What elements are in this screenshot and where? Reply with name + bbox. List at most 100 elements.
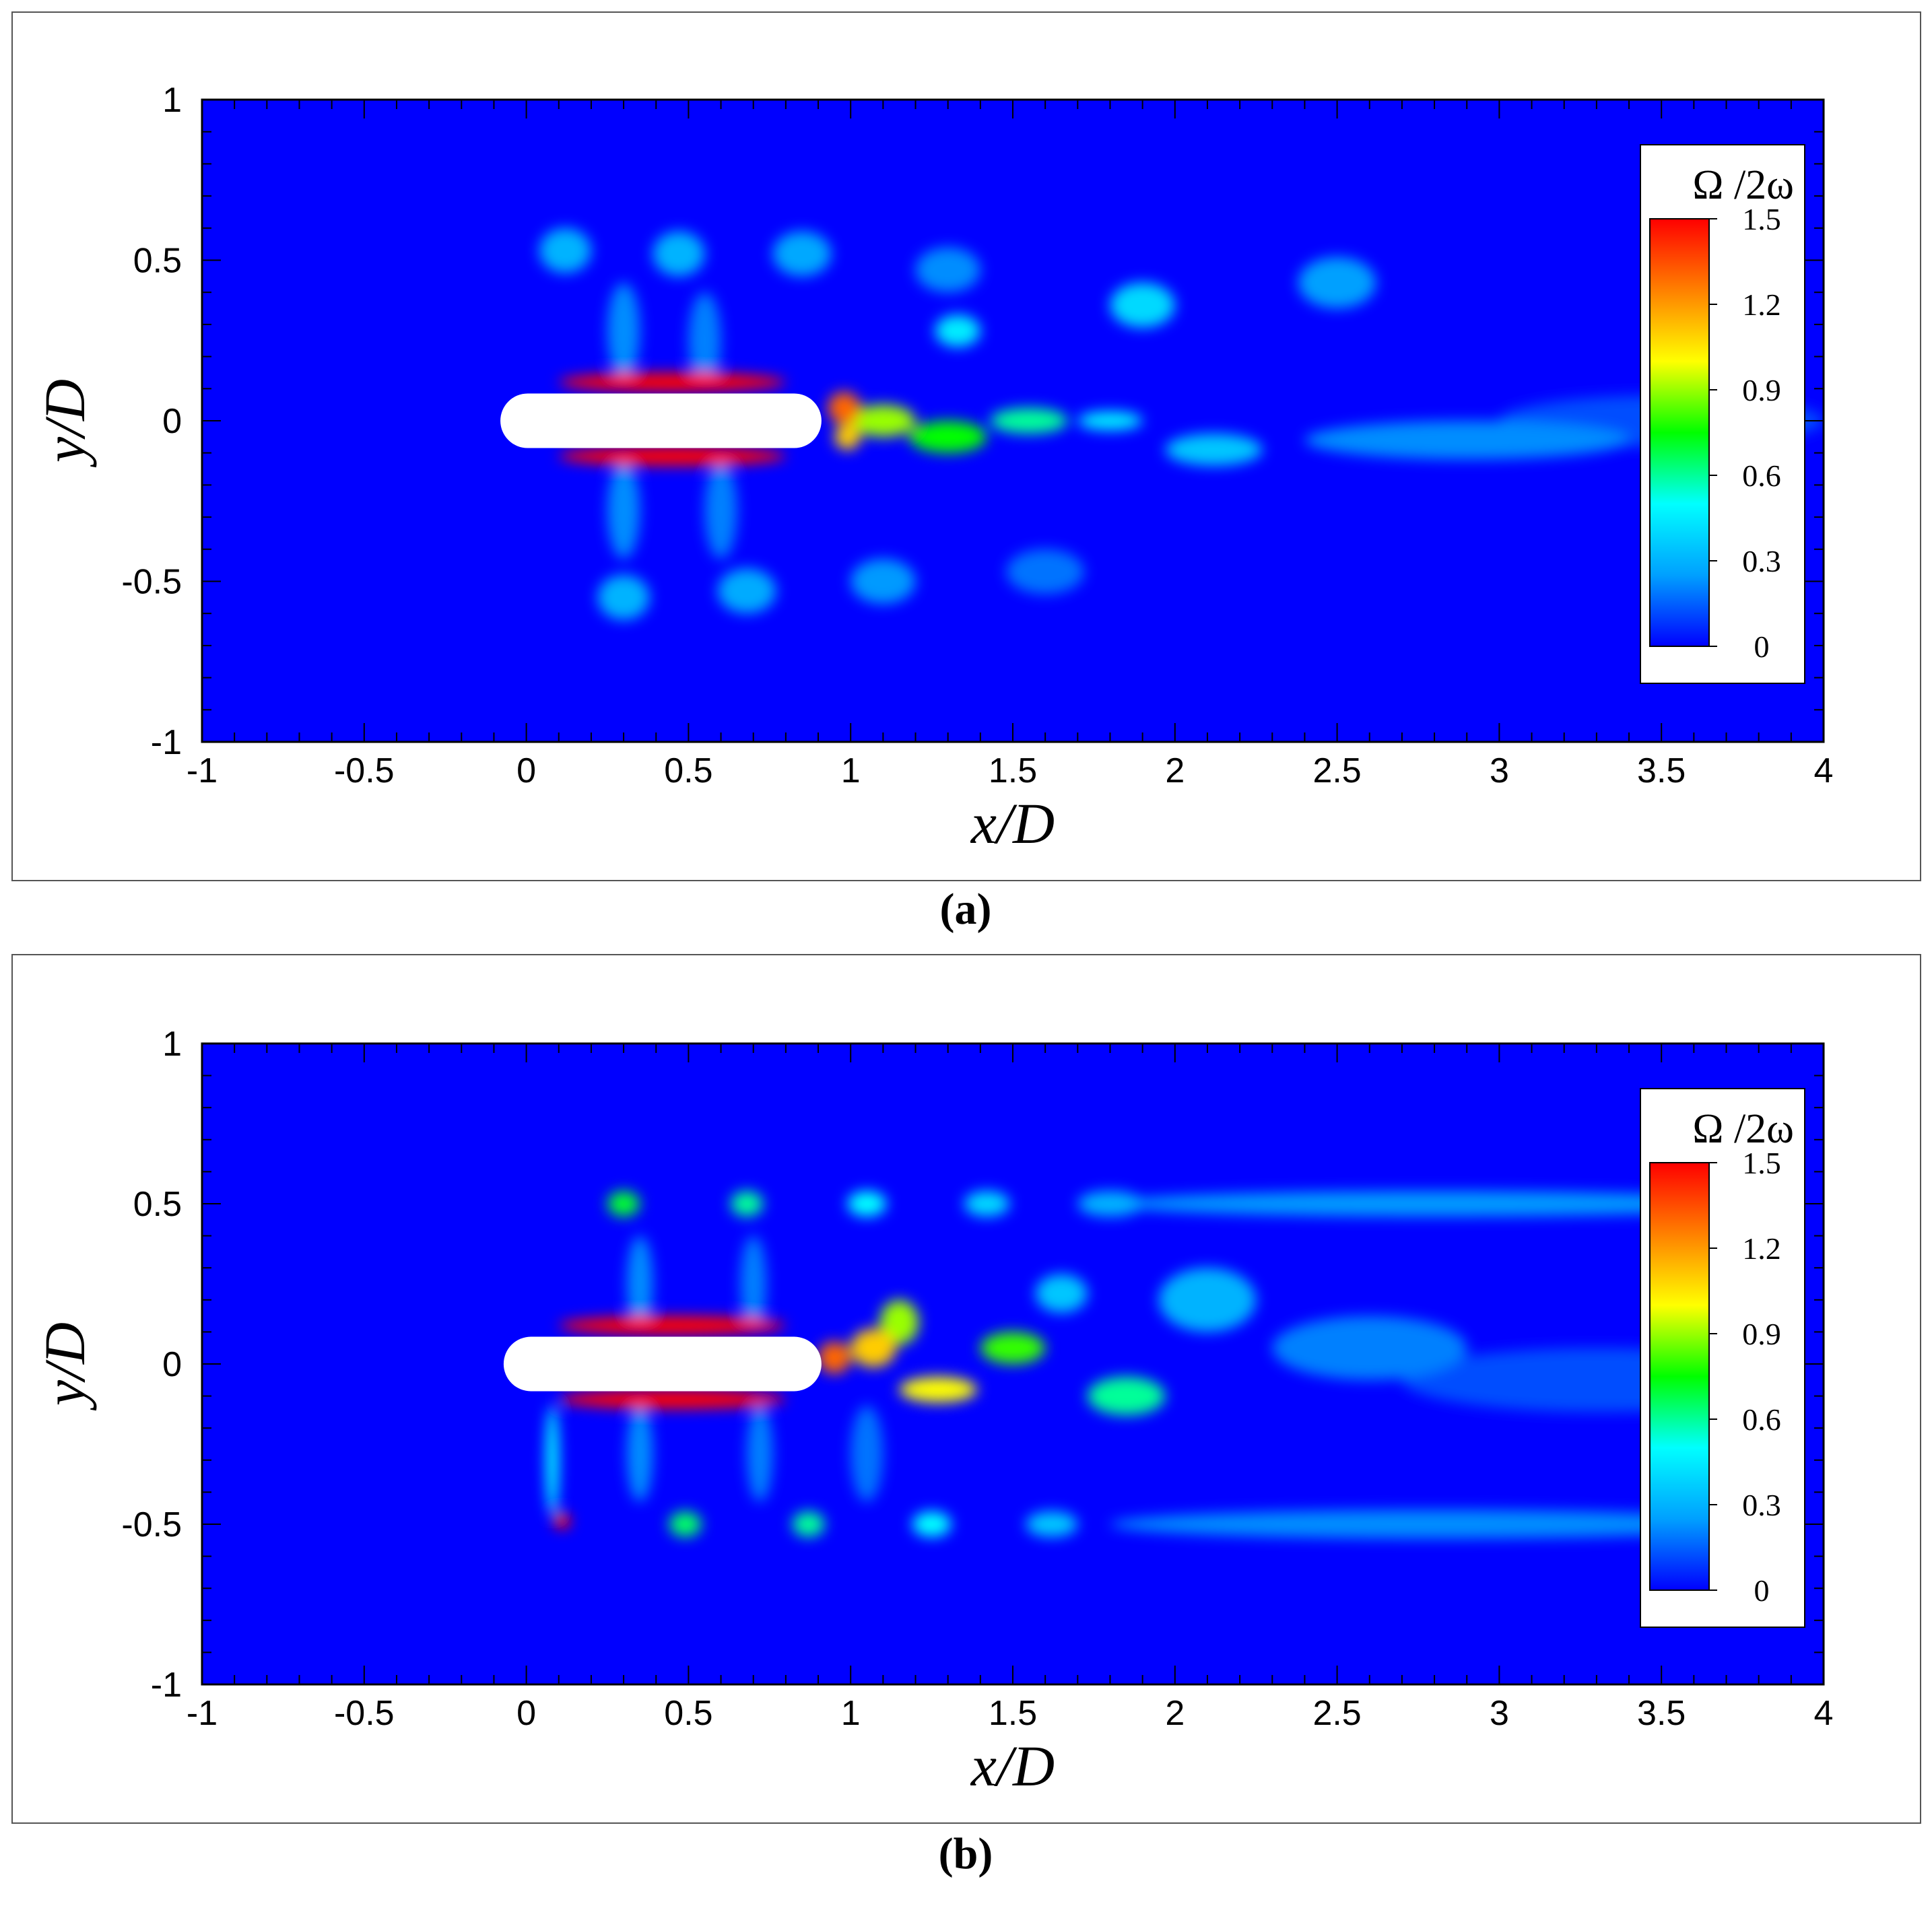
y-tick-label: 1 [162,81,182,120]
x-tick-label: 1.5 [989,1694,1037,1733]
vortex-feature [1110,282,1175,328]
vortex-feature [1077,1190,1143,1217]
x-tick-label: -1 [187,751,218,790]
vortex-feature [847,1190,887,1217]
colorbar-title: Ω /2ω [1692,162,1794,208]
panel-caption: (a) [940,885,992,934]
vortex-feature [607,282,640,379]
x-tick-label: 2 [1165,1694,1185,1733]
x-tick-label: 3 [1490,1694,1509,1733]
vortex-feature [626,1405,653,1502]
vortex-feature [818,1341,851,1374]
x-tick-label: 3.5 [1637,751,1686,790]
colorbar-tick-label: 1.5 [1742,1146,1781,1180]
vortex-feature [607,1190,640,1217]
x-tick-label: 0.5 [664,751,712,790]
vortex-feature [1035,1274,1088,1313]
x-tick-label: 4 [1814,1694,1834,1733]
vortex-feature [990,407,1068,434]
vortex-feature [1272,1315,1467,1380]
vortex-feature [740,1235,766,1332]
x-tick-label: 0.5 [664,1694,712,1733]
vortex-feature [1165,434,1263,466]
vortex-feature [704,463,737,559]
vortex-feature [717,568,776,614]
colorbar-tick-label: 1.5 [1742,202,1781,236]
colorbar-tick-label: 0.6 [1742,1402,1781,1437]
vortex-feature [1110,1509,1759,1539]
colorbar-tick-label: 0.3 [1742,1488,1781,1522]
vortex-feature [851,1405,884,1502]
x-tick-label: 2.5 [1312,1694,1361,1733]
panel-frame [11,954,1921,1824]
x-tick-label: 1.5 [989,751,1037,790]
vortex-feature [1158,1268,1257,1332]
x-tick-label: 1 [841,1694,861,1733]
panel-b: -1 -0.5 0 0.5 1 1.5 2 2.5 3 3.5 4 -1 -0.5 0 0.5 1 x/D y/D… [11,954,1921,1824]
vortex-feature [731,1190,764,1217]
colorbar-tick-label: 0 [1754,1573,1770,1608]
vortex-feature [1298,257,1376,309]
vortex-feature [545,1405,559,1515]
vortex-feature [935,314,980,347]
vortex-feature [597,574,650,620]
colorbar-title: Ω /2ω [1692,1106,1794,1152]
vorticity-field [545,1190,1791,1539]
x-axis-label: x/D [970,1734,1055,1798]
vortex-feature [626,1235,653,1332]
x-tick-label: 1 [841,751,861,790]
vortex-feature [915,247,980,293]
colorbar-tick-label: 0.3 [1742,544,1781,578]
vortex-feature [908,421,987,453]
y-tick-label: 0 [162,402,182,441]
y-tick-label: -0.5 [121,563,182,602]
vortex-feature [851,559,916,604]
x-tick-label: 2 [1165,751,1185,790]
x-tick-label: 4 [1814,751,1834,790]
vortex-feature [964,1190,1010,1217]
vortex-feature [653,231,705,277]
x-tick-label: 0 [517,751,536,790]
vortex-feature [772,231,832,277]
y-tick-label: 0.5 [133,1185,182,1224]
y-tick-label: -1 [151,723,182,762]
vortex-feature [899,1377,978,1403]
x-tick-label: -1 [187,1694,218,1733]
vortex-feature [1110,1190,1759,1217]
vortex-feature [792,1511,825,1538]
panel-frame [11,11,1921,881]
body-shape [500,393,822,448]
vortex-feature [669,1511,702,1538]
x-tick-label: 0 [517,1694,536,1733]
colorbar-tick-label: 1.2 [1742,1231,1781,1266]
vortex-feature [607,463,640,559]
vortex-feature [558,1315,786,1336]
y-axis-label: y/D [32,379,97,468]
vortex-feature [554,1513,570,1530]
colorbar-gradient [1649,218,1710,647]
x-tick-label: -0.5 [334,751,395,790]
vortex-feature [851,405,916,437]
vortex-feature [828,392,861,424]
vortex-feature [980,1332,1046,1364]
vortex-feature [834,423,861,450]
x-tick-label: -0.5 [334,1694,395,1733]
y-tick-label: -1 [151,1666,182,1705]
vortex-feature [558,1390,786,1409]
vortex-feature [688,292,721,389]
x-tick-label: 3 [1490,751,1509,790]
vortex-feature [1087,1377,1166,1416]
vortex-feature [1077,411,1143,431]
colorbar-tick-label: 0.6 [1742,458,1781,493]
y-axis-label: y/D [32,1322,97,1411]
panel-a: -1 -0.5 0 0.5 1 1.5 2 2.5 3 3.5 4 -1 -0.5 0 0.5 1 x/D y/D… [11,11,1921,881]
y-tick-label: -0.5 [121,1505,182,1544]
vortex-feature [747,1405,773,1502]
x-tick-label: 3.5 [1637,1694,1686,1733]
y-tick-label: 1 [162,1025,182,1064]
colorbar-gradient [1649,1162,1710,1591]
vortex-feature [1026,1511,1078,1538]
vortex-feature [558,372,786,392]
colorbar-tick-label: 0.9 [1742,1317,1781,1351]
